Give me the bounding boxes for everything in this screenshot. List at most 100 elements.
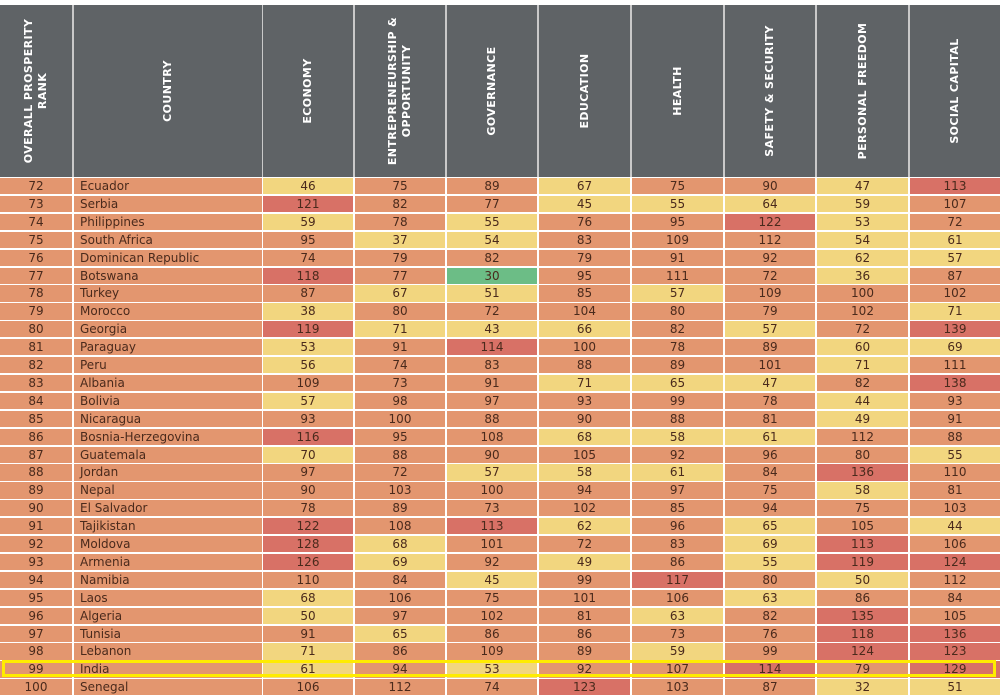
cell-freedom: 82 xyxy=(817,374,908,392)
cell-economy: 109 xyxy=(263,374,353,392)
cell-safety: 72 xyxy=(725,267,815,284)
cell-entrepreneurship: 72 xyxy=(355,464,445,481)
cell-country: Serbia xyxy=(74,195,262,213)
cell-freedom: 32 xyxy=(817,679,908,696)
cell-freedom: 124 xyxy=(817,643,908,660)
cell-health: 78 xyxy=(632,339,723,356)
cell-freedom: 49 xyxy=(817,410,908,427)
cell-entrepreneurship: 86 xyxy=(355,643,445,660)
cell-country: Nepal xyxy=(74,482,262,499)
cell-education: 58 xyxy=(539,464,630,481)
header-label-rank: OVERALL PROSPERITY RANK xyxy=(22,18,49,164)
cell-governance: 53 xyxy=(447,661,537,678)
cell-rank: 100 xyxy=(0,679,72,696)
cell-social: 87 xyxy=(910,267,1000,284)
cell-social: 69 xyxy=(910,339,1000,356)
cell-safety: 114 xyxy=(725,661,815,678)
cell-social: 107 xyxy=(910,195,1000,213)
cell-country: Tajikistan xyxy=(74,518,262,535)
cell-economy: 50 xyxy=(263,607,353,624)
cell-health: 109 xyxy=(632,231,723,248)
cell-entrepreneurship: 69 xyxy=(355,553,445,571)
cell-rank: 88 xyxy=(0,464,72,481)
cell-entrepreneurship: 108 xyxy=(355,518,445,535)
cell-social: 57 xyxy=(910,249,1000,266)
cell-governance: 83 xyxy=(447,357,537,374)
cell-governance: 86 xyxy=(447,625,537,642)
header-country: COUNTRY xyxy=(74,5,264,177)
cell-health: 59 xyxy=(632,643,723,660)
cell-education: 79 xyxy=(539,249,630,266)
cell-governance: 72 xyxy=(447,303,537,320)
cell-freedom: 50 xyxy=(817,571,908,589)
cell-rank: 98 xyxy=(0,643,72,660)
cell-entrepreneurship: 88 xyxy=(355,446,445,463)
cell-social: 72 xyxy=(910,213,1000,231)
cell-safety: 78 xyxy=(725,392,815,410)
cell-education: 102 xyxy=(539,500,630,517)
cell-education: 100 xyxy=(539,339,630,356)
cell-safety: 87 xyxy=(725,679,815,696)
cell-social: 51 xyxy=(910,679,1000,696)
cell-governance: 109 xyxy=(447,643,537,660)
cell-rank: 80 xyxy=(0,321,72,338)
cell-health: 61 xyxy=(632,464,723,481)
cell-economy: 57 xyxy=(263,392,353,410)
cell-economy: 70 xyxy=(263,446,353,463)
cell-economy: 53 xyxy=(263,339,353,356)
cell-freedom: 112 xyxy=(817,428,908,445)
cell-freedom: 105 xyxy=(817,518,908,535)
cell-health: 86 xyxy=(632,553,723,571)
cell-country: Peru xyxy=(74,357,262,374)
cell-health: 85 xyxy=(632,500,723,517)
table-row: 83 Albania 109 73 91 71 65 47 82 138 xyxy=(0,374,1000,393)
cell-social: 84 xyxy=(910,589,1000,606)
cell-economy: 68 xyxy=(263,589,353,606)
cell-economy: 97 xyxy=(263,464,353,481)
cell-rank: 95 xyxy=(0,589,72,606)
cell-country: Bosnia-Herzegovina xyxy=(74,428,262,445)
cell-safety: 82 xyxy=(725,607,815,624)
table-row: 93 Armenia 126 69 92 49 86 55 119 124 xyxy=(0,553,1000,572)
cell-health: 96 xyxy=(632,518,723,535)
cell-economy: 128 xyxy=(263,536,353,553)
cell-education: 49 xyxy=(539,553,630,571)
cell-health: 106 xyxy=(632,589,723,606)
cell-entrepreneurship: 80 xyxy=(355,303,445,320)
cell-economy: 118 xyxy=(263,267,353,284)
cell-country: Philippines xyxy=(74,213,262,231)
cell-governance: 75 xyxy=(447,589,537,606)
cell-freedom: 119 xyxy=(817,553,908,571)
cell-rank: 93 xyxy=(0,553,72,571)
cell-freedom: 72 xyxy=(817,321,908,338)
cell-country: Algeria xyxy=(74,607,262,624)
cell-social: 105 xyxy=(910,607,1000,624)
cell-freedom: 62 xyxy=(817,249,908,266)
table-row: 76 Dominican Republic 74 79 82 79 91 92 62 57 xyxy=(0,249,1000,268)
table-row: 90 El Salvador 78 89 73 102 85 94 75 103 xyxy=(0,500,1000,518)
cell-entrepreneurship: 65 xyxy=(355,625,445,642)
table-row: 88 Jordan 97 72 57 58 61 84 136 110 xyxy=(0,464,1000,482)
header-entrepreneurship: ENTREPRENEURSHIP & OPPORTUNITY xyxy=(355,5,447,177)
cell-country: Albania xyxy=(74,374,262,392)
cell-economy: 95 xyxy=(263,231,353,248)
header-safety: SAFETY & SECURITY xyxy=(725,5,817,177)
header-label-entrepreneurship: ENTREPRENEURSHIP & OPPORTUNITY xyxy=(386,16,413,166)
cell-safety: 55 xyxy=(725,553,815,571)
cell-rank: 76 xyxy=(0,249,72,266)
cell-country: Tunisia xyxy=(74,625,262,642)
cell-rank: 91 xyxy=(0,518,72,535)
cell-entrepreneurship: 82 xyxy=(355,195,445,213)
cell-country: Lebanon xyxy=(74,643,262,660)
cell-health: 99 xyxy=(632,392,723,410)
cell-education: 86 xyxy=(539,625,630,642)
cell-country: Jordan xyxy=(74,464,262,481)
cell-rank: 94 xyxy=(0,571,72,589)
cell-entrepreneurship: 95 xyxy=(355,428,445,445)
cell-safety: 94 xyxy=(725,500,815,517)
cell-rank: 99 xyxy=(0,661,72,678)
cell-social: 81 xyxy=(910,482,1000,499)
cell-rank: 78 xyxy=(0,285,72,302)
cell-social: 102 xyxy=(910,285,1000,302)
cell-health: 65 xyxy=(632,374,723,392)
